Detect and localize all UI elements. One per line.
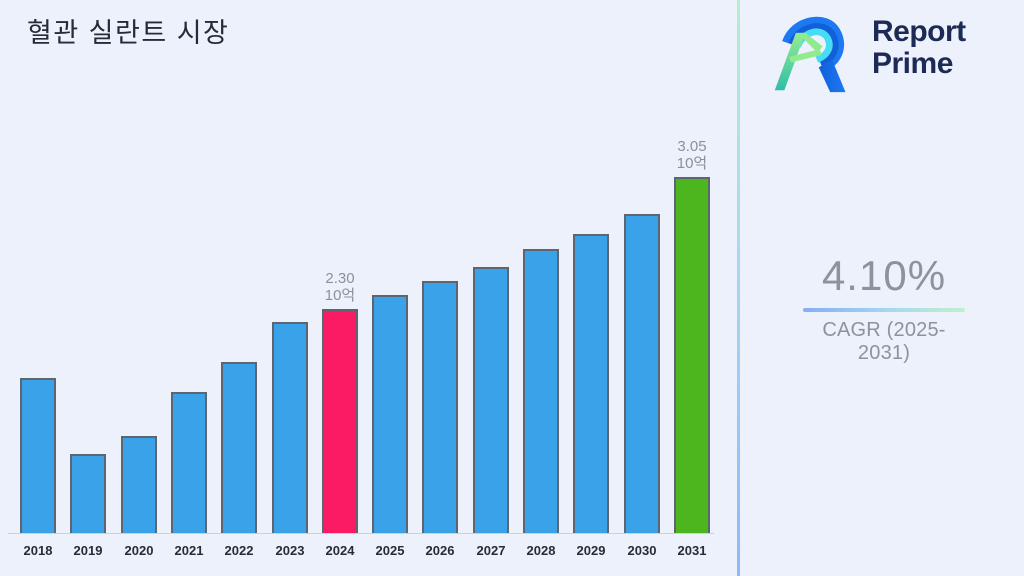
x-tick-label: 2025: [375, 543, 405, 558]
bar-2019: [70, 454, 106, 533]
x-tick-label: 2024: [325, 543, 355, 558]
x-tick-label: 2026: [425, 543, 455, 558]
x-axis-line: [8, 533, 714, 534]
x-tick-label: 2029: [576, 543, 606, 558]
x-tick-label: 2020: [124, 543, 154, 558]
cagr-label: CAGR (2025-2031): [822, 319, 946, 364]
bar-2031: [674, 177, 710, 533]
bar-2021: [171, 392, 207, 533]
x-tick-label: 2021: [174, 543, 204, 558]
brand-name: Report Prime: [872, 16, 966, 80]
x-tick-label: 2028: [526, 543, 556, 558]
brand-name-line2: Prime: [872, 47, 953, 80]
bar-2018: [20, 378, 56, 533]
page-title: 혈관 실란트 시장: [27, 18, 230, 48]
cagr-panel: 4.10% CAGR (2025-2031): [802, 252, 966, 365]
bar-2022: [221, 362, 257, 533]
x-tick-label: 2030: [627, 543, 657, 558]
x-tick-label: 2018: [23, 543, 53, 558]
brand-logo: Report Prime: [774, 10, 966, 96]
x-tick-label: 2022: [224, 543, 254, 558]
bar-value-label: 3.05 10억: [676, 138, 708, 172]
bar-chart: 2018 2019 2020 2021 2022 2023 2024 2.30 10억 2025 2…: [8, 138, 714, 558]
x-tick-label: 2019: [73, 543, 103, 558]
bar-2030: [624, 214, 660, 533]
bar-2027: [473, 267, 509, 533]
bar-2028: [523, 249, 559, 533]
bar-2025: [372, 295, 408, 533]
brand-name-line1: Report: [872, 15, 966, 48]
cagr-value: 4.10%: [821, 252, 947, 299]
x-tick-label: 2031: [677, 543, 707, 558]
bar-value-label: 2.30 10억: [324, 270, 356, 304]
bar-2026: [422, 281, 458, 533]
bar-2023: [272, 322, 308, 533]
bar-2024: [322, 309, 358, 533]
panel-divider: [737, 0, 740, 576]
bar-2029: [573, 234, 609, 533]
x-tick-label: 2027: [476, 543, 506, 558]
bar-2020: [121, 436, 157, 533]
cagr-underline: [803, 308, 965, 312]
x-tick-label: 2023: [275, 543, 305, 558]
report-prime-logo-icon: [774, 16, 846, 93]
